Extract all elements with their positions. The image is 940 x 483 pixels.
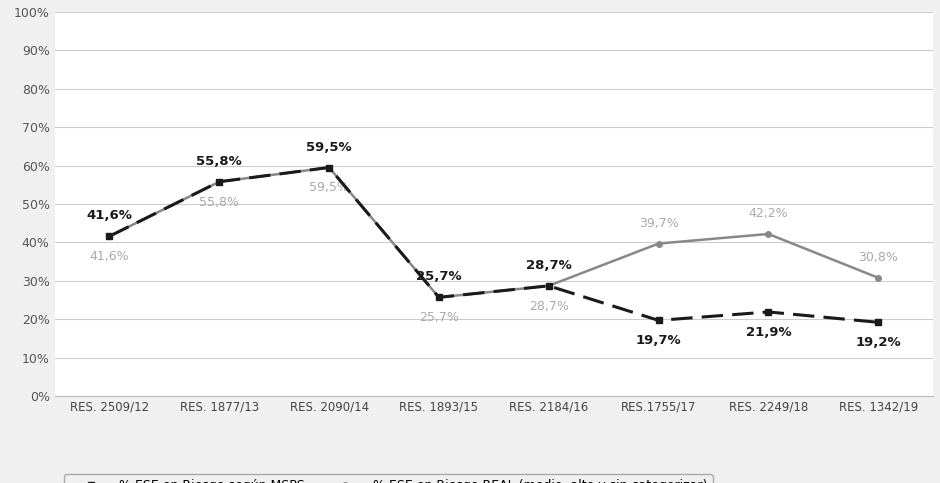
Text: 59,5%: 59,5% [309,182,349,194]
Text: 41,6%: 41,6% [89,250,130,263]
Text: 55,8%: 55,8% [199,196,240,209]
Text: 25,7%: 25,7% [416,270,462,284]
Text: 39,7%: 39,7% [638,217,679,230]
Text: 25,7%: 25,7% [419,311,459,324]
Text: 28,7%: 28,7% [525,259,572,272]
Text: 55,8%: 55,8% [196,155,243,168]
Legend: % ESE en Riesgo según MSPS, % ESE en Riesgo REAL (medio, alto y sin categorizar): % ESE en Riesgo según MSPS, % ESE en Rie… [64,474,713,483]
Text: 42,2%: 42,2% [748,207,788,220]
Text: 19,7%: 19,7% [635,334,682,347]
Text: 21,9%: 21,9% [745,326,791,339]
Text: 41,6%: 41,6% [86,209,133,222]
Text: 19,2%: 19,2% [855,336,901,349]
Text: 30,8%: 30,8% [858,251,898,264]
Text: 59,5%: 59,5% [306,141,352,154]
Text: 28,7%: 28,7% [529,300,569,313]
